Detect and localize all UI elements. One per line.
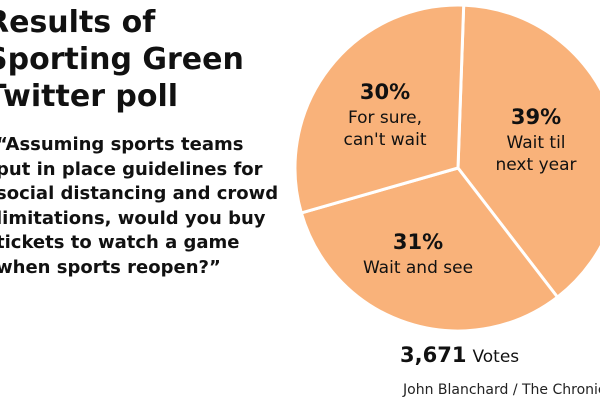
- question-line: tickets to watch a game: [0, 232, 240, 253]
- slice-label: Wait til: [506, 133, 565, 153]
- slice-percent-label: 39%: [511, 105, 561, 129]
- slice-percent-label: 30%: [360, 80, 410, 104]
- pie-slice: [293, 3, 466, 215]
- votes-label: Votes: [472, 347, 520, 367]
- credit-line: John Blanchard / The Chronicle: [403, 382, 600, 398]
- title-line: Twitter poll: [0, 79, 179, 114]
- pie-slice: [299, 166, 559, 333]
- title-line: Sporting Green: [0, 42, 244, 77]
- slice-percent-label: 31%: [393, 230, 443, 254]
- pie-slice: [456, 3, 600, 299]
- poll-question: “Assuming sports teams put in place guid…: [0, 133, 278, 280]
- question-line: social distancing and crowd: [0, 183, 279, 204]
- slice-label: For sure,: [348, 108, 422, 128]
- slice-label: Wait and see: [363, 258, 473, 278]
- votes-count: 3,671: [400, 343, 467, 367]
- slice-label: next year: [496, 155, 577, 175]
- question-line: limitations, would you buy: [0, 207, 266, 229]
- question-line: “Assuming sports teams: [0, 134, 244, 155]
- question-line: put in place guidelines for: [0, 158, 263, 180]
- question-line: when sports reopen?”: [0, 256, 221, 278]
- votes-total: 3,671 Votes: [400, 343, 519, 367]
- slice-label: can't wait: [344, 130, 427, 150]
- title-line: Results of: [0, 5, 156, 40]
- chart-title: Results of Sporting Green Twitter poll: [0, 4, 244, 115]
